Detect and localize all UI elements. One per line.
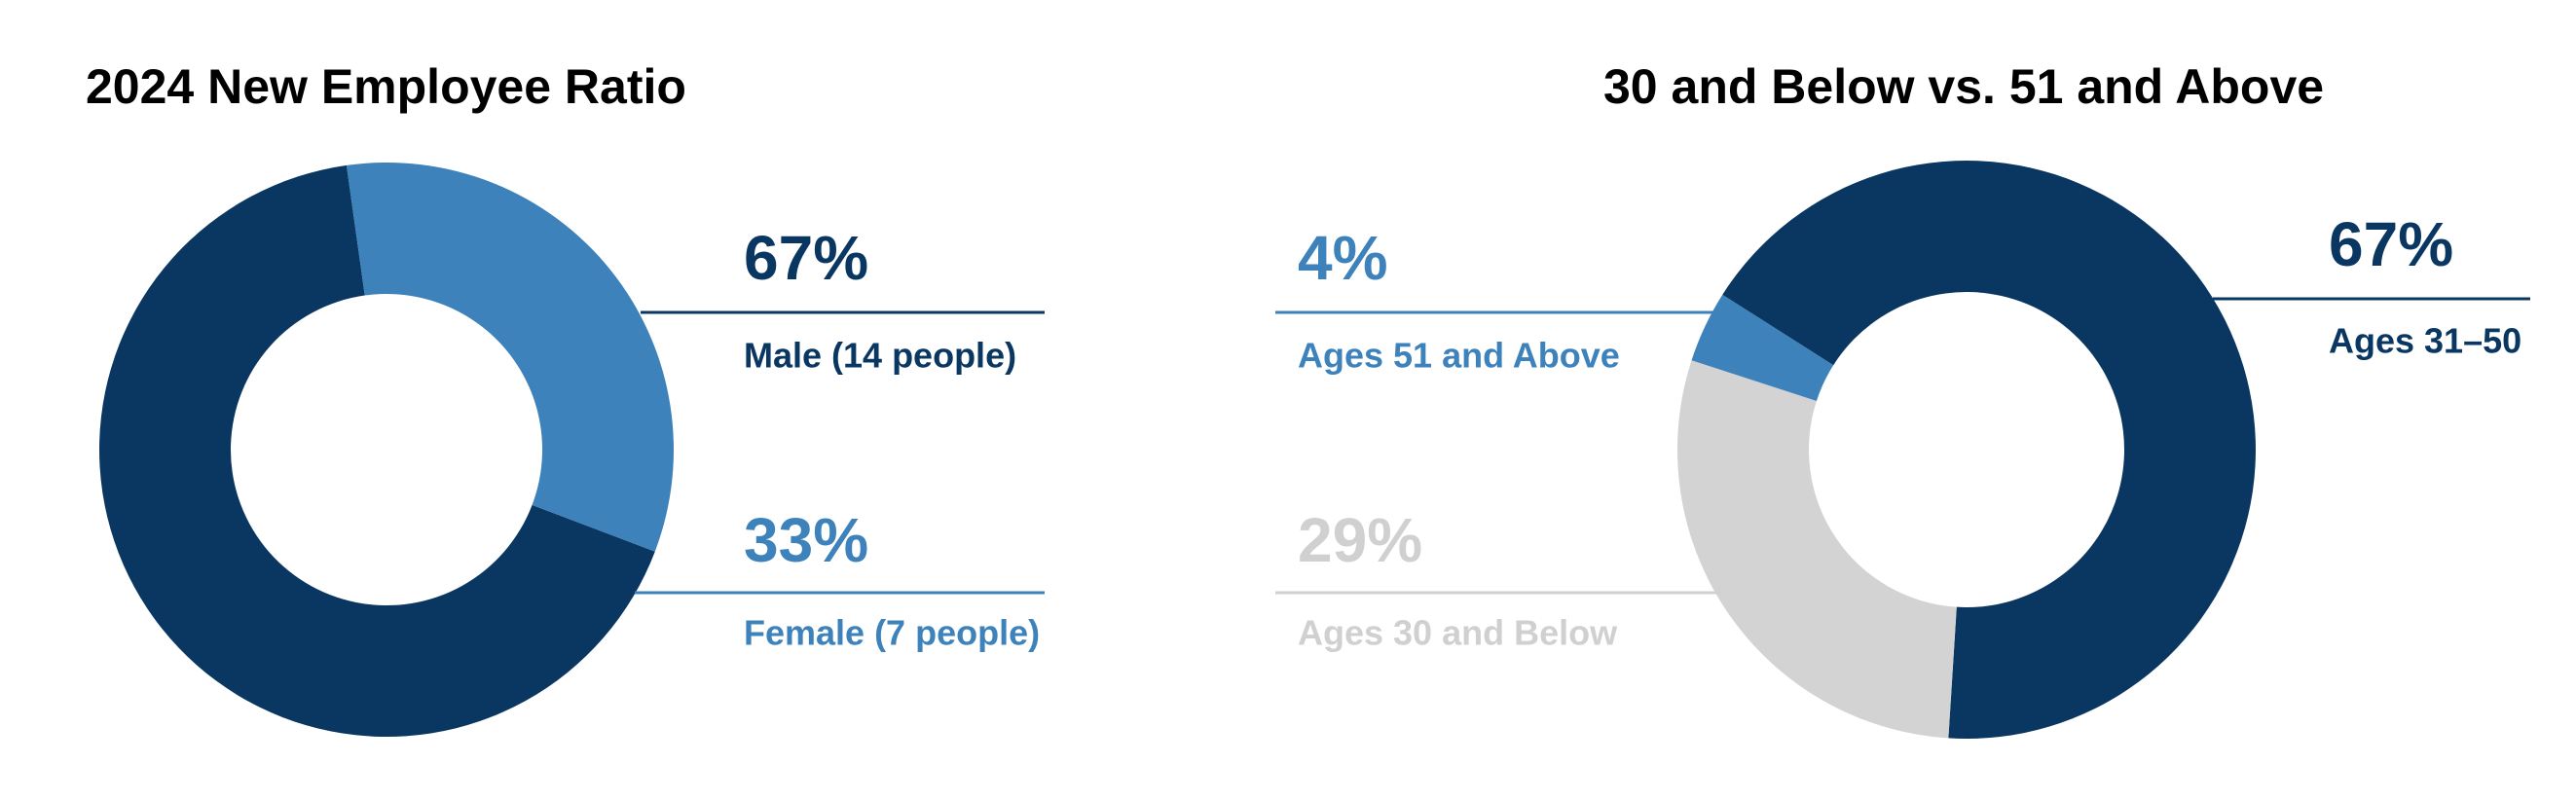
value-label: 33% [744, 505, 868, 575]
chart-title: 2024 New Employee Ratio [86, 59, 686, 114]
donut-segment [98, 164, 655, 738]
donut-segment [1691, 294, 1834, 401]
value-label: 67% [744, 223, 868, 293]
value-label: 29% [1298, 505, 1422, 575]
category-label: Ages 51 and Above [1298, 336, 1620, 376]
chart-title: 30 and Below vs. 51 and Above [1603, 59, 2324, 114]
donut-segment [1722, 160, 2256, 739]
value-label: 4% [1298, 223, 1388, 293]
donut-segment [1677, 360, 1957, 739]
category-label: Male (14 people) [744, 336, 1016, 376]
category-label: Ages 31–50 [2329, 321, 2521, 361]
category-label: Ages 30 and Below [1298, 613, 1618, 653]
value-label: 67% [2329, 209, 2453, 279]
donut-segment [346, 163, 674, 552]
category-label: Female (7 people) [744, 613, 1040, 653]
